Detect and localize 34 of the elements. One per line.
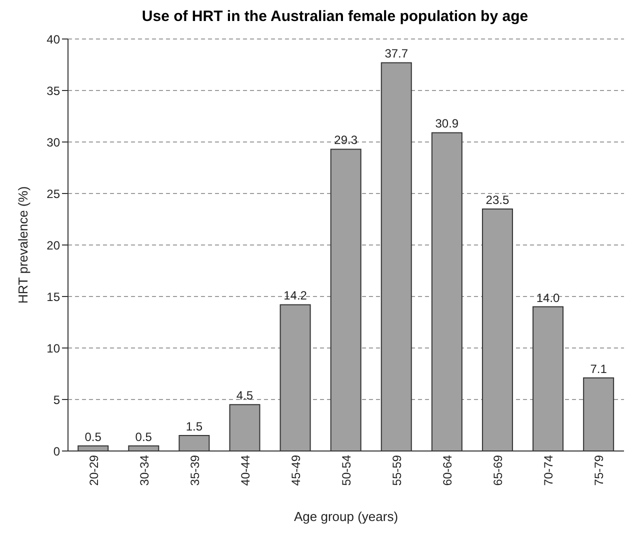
data-label: 23.5: [486, 192, 510, 207]
x-tick-label: 55-59: [390, 454, 404, 486]
x-tick-label: 60-64: [440, 454, 455, 486]
x-axis-title: Age group (years): [294, 509, 398, 524]
data-label: 14.2: [284, 288, 308, 303]
y-tick-label: 15: [46, 290, 60, 304]
x-tick-label: 75-79: [592, 454, 606, 486]
chart-title: Use of HRT in the Australian female population by age: [140, 8, 530, 25]
x-tick-label: 65-69: [491, 454, 506, 486]
y-tick-label: 0: [53, 444, 60, 458]
y-tick-label: 40: [46, 32, 60, 46]
x-tick-label: 20-29: [86, 454, 101, 486]
data-label: 30.9: [435, 116, 459, 131]
x-tick-label: 35-39: [188, 454, 202, 486]
data-label: 29.3: [334, 133, 358, 148]
x-tick-label: 40-44: [238, 454, 252, 486]
y-tick-label: 30: [46, 135, 60, 150]
x-tick-label: 50-54: [340, 454, 354, 486]
x-tick-label: 30-34: [137, 454, 152, 486]
y-tick-label: 20: [46, 238, 60, 252]
y-axis-title: HRT prevalence (%): [16, 186, 31, 304]
data-label: 7.1: [590, 362, 608, 376]
y-tick-label: 5: [53, 392, 60, 407]
data-label: 1.5: [186, 420, 203, 434]
data-label: 14.0: [536, 290, 560, 305]
data-label: 4.5: [236, 388, 254, 403]
x-tick-label: 70-74: [542, 454, 556, 486]
data-label: 37.7: [384, 46, 408, 61]
data-label: 0.5: [84, 430, 102, 444]
data-label: 0.5: [135, 430, 152, 444]
y-tick-label: 35: [46, 84, 60, 98]
y-tick-label: 25: [46, 186, 60, 201]
y-tick-label: 10: [46, 341, 60, 356]
x-tick-label: 45-49: [288, 454, 303, 486]
